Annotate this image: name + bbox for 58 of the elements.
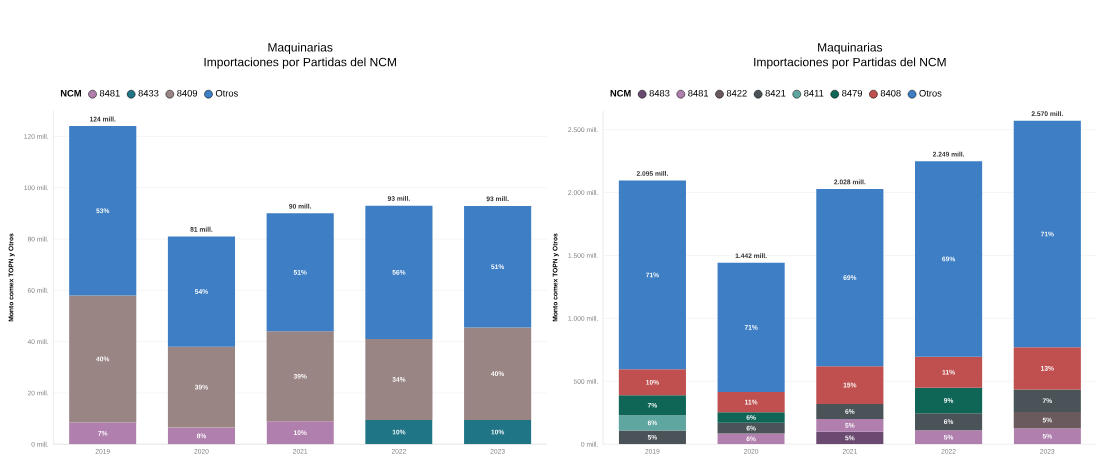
bar <box>1013 120 1081 348</box>
bar <box>69 295 137 423</box>
bar <box>816 189 884 367</box>
bar <box>266 331 334 422</box>
bar <box>717 412 785 424</box>
legend-label: 8483 <box>649 90 670 97</box>
bar <box>464 206 532 328</box>
legend-label: 8409 <box>177 90 198 97</box>
chart-title: Maquinarias <box>268 42 333 55</box>
chart-subtitle: Importaciones por Partidas del NCM <box>204 57 396 69</box>
legend-label: Otros <box>215 90 238 97</box>
legend-label: Otros <box>919 90 942 97</box>
bar <box>618 430 686 445</box>
bar <box>266 213 334 332</box>
legend-label: 8411 <box>804 90 824 97</box>
chart-subtitle: Importaciones por Partidas del NCM <box>754 57 946 69</box>
legend-label: 8408 <box>880 90 901 97</box>
bar <box>464 327 532 421</box>
bar <box>915 413 983 431</box>
bar <box>816 431 884 445</box>
bar <box>816 404 884 420</box>
legend-title: NCM <box>60 90 81 97</box>
legend-title: NCM <box>610 90 631 97</box>
legend-label: 8479 <box>842 90 863 97</box>
legend-label: 8481 <box>688 90 709 97</box>
legend-label: 8433 <box>138 90 159 97</box>
bar <box>816 366 884 405</box>
bar <box>69 126 137 296</box>
legend-label: 8422 <box>726 90 747 97</box>
chart-title: Maquinarias <box>818 42 883 55</box>
bar <box>365 339 433 421</box>
bar <box>915 356 983 388</box>
bar <box>167 346 236 428</box>
bar <box>365 205 433 340</box>
bar <box>717 433 785 445</box>
bar <box>167 427 236 445</box>
bar <box>1013 412 1081 429</box>
bar <box>717 392 785 413</box>
bar <box>618 415 686 431</box>
bar <box>69 422 137 445</box>
bar <box>717 262 785 393</box>
bar <box>1013 347 1081 390</box>
bar <box>618 180 686 370</box>
bar <box>915 161 983 357</box>
legend-label: 8421 <box>765 90 786 97</box>
bar <box>915 387 983 414</box>
bar <box>816 419 884 432</box>
bar <box>266 421 334 445</box>
bar <box>717 423 785 434</box>
bar <box>1013 428 1081 445</box>
bar <box>618 369 686 396</box>
bar <box>915 430 983 445</box>
bar <box>167 236 236 347</box>
legend-label: 8481 <box>99 90 120 97</box>
bar <box>464 420 532 445</box>
bar <box>1013 389 1081 413</box>
bar <box>365 420 433 445</box>
bar <box>618 395 686 416</box>
